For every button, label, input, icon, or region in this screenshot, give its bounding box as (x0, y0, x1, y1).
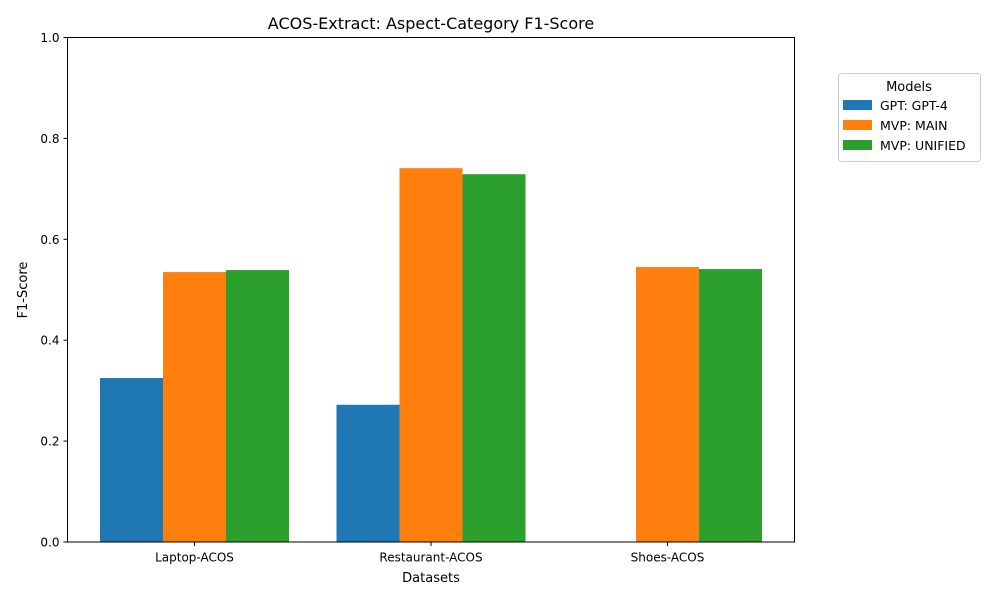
x-axis-ticks: Laptop-ACOS Restaurant-ACOS Shoes-ACOS (155, 542, 704, 565)
legend-label: GPT: GPT-4 (880, 98, 948, 113)
chart-title: ACOS-Extract: Aspect-Category F1-Score (268, 14, 594, 33)
y-tick-label: 0.6 (40, 233, 59, 247)
y-tick-label: 0.0 (40, 536, 59, 550)
legend-entries: GPT: GPT-4 MVP: MAIN MVP: UNIFIED (843, 98, 966, 153)
bar-mvp-main-shoes-acos (636, 267, 699, 542)
y-axis-ticks: 0.0 0.2 0.4 0.6 0.8 1.0 (40, 31, 68, 550)
y-tick-label: 0.4 (40, 334, 59, 348)
x-tick-label: Laptop-ACOS (155, 551, 234, 565)
legend-swatch (843, 140, 872, 150)
bar-mvp-unified-shoes-acos (699, 269, 762, 542)
legend-label: MVP: UNIFIED (880, 138, 966, 153)
y-tick-label: 1.0 (40, 31, 59, 45)
bar-gpt-gpt-4-laptop-acos (100, 378, 163, 542)
legend-title: Models (886, 80, 932, 95)
bar-mvp-unified-laptop-acos (226, 270, 289, 542)
bar-mvp-main-restaurant-acos (399, 168, 463, 542)
bar-mvp-main-laptop-acos (163, 272, 226, 542)
y-tick-label: 0.8 (40, 132, 59, 146)
legend: Models GPT: GPT-4 MVP: MAIN MVP: UNIFIED (838, 73, 981, 162)
x-tick-label: Restaurant-ACOS (379, 551, 482, 565)
bar-gpt-gpt-4-restaurant-acos (336, 404, 400, 542)
bars-layer (100, 168, 762, 543)
y-tick-label: 0.2 (40, 435, 59, 449)
legend-label: MVP: MAIN (880, 118, 947, 133)
x-tick-label: Shoes-ACOS (631, 551, 705, 565)
legend-swatch (843, 100, 872, 110)
legend-swatch (843, 120, 872, 130)
y-axis-label: F1-Score (16, 262, 31, 319)
bar-mvp-unified-restaurant-acos (462, 174, 526, 543)
x-axis-label: Datasets (402, 571, 460, 586)
legend-box (838, 73, 981, 162)
